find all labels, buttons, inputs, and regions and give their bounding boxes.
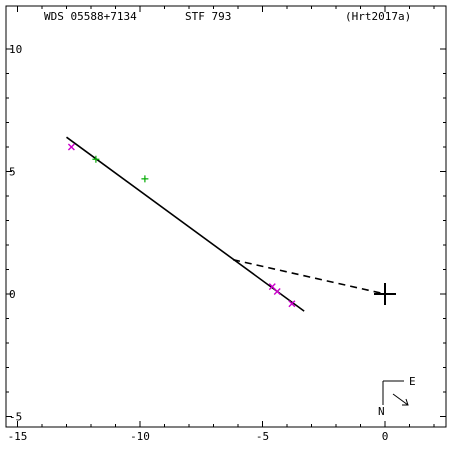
ticks-layer: -15 -10 -5 0 10 5 0 -5 (6, 6, 446, 443)
x-tick-label: -10 (130, 430, 150, 443)
node-line-dashed (232, 258, 386, 295)
data-points-layer (67, 143, 296, 308)
magenta-x-point (288, 300, 296, 308)
x-tick-label: 0 (382, 430, 389, 443)
reference-label: (Hrt2017a) (345, 10, 411, 23)
magenta-x-point (273, 288, 281, 296)
axes-layer (5, 5, 447, 428)
y-tick-label: 10 (9, 43, 22, 56)
compass-north-label: N (378, 405, 385, 418)
magenta-x-point (67, 143, 75, 151)
compass-rose: E N (378, 375, 416, 418)
magenta-x-point (268, 283, 276, 291)
discoverer-label: STF 793 (185, 10, 231, 23)
compass-motion-arrow (392, 393, 409, 406)
orbit-lines-layer (66, 136, 396, 312)
compass-arrowhead-icon (402, 398, 409, 406)
y-tick-label: 0 (9, 288, 16, 301)
x-tick-label: -15 (8, 430, 28, 443)
orbit-line (66, 136, 305, 312)
y-tick-label: 5 (9, 166, 16, 179)
compass-east-label: E (409, 375, 416, 388)
x-tick-label: -5 (256, 430, 269, 443)
wds-id-label: WDS 05588+7134 (44, 10, 137, 23)
plot-border (5, 5, 447, 428)
y-tick-label: -5 (9, 411, 22, 424)
